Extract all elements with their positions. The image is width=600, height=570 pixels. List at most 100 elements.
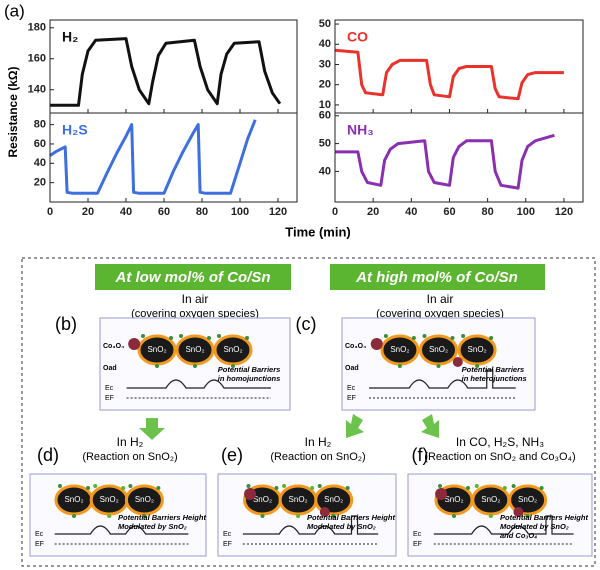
x-tick-label: 20: [367, 206, 379, 218]
oxygen-species: [539, 486, 544, 490]
series-line: [334, 48, 564, 101]
oxygen-species: [331, 514, 336, 518]
panel-subtitle: (Reaction on SnO₂): [270, 451, 365, 463]
panel-subtitle: (covering oxygen species): [131, 308, 259, 320]
oxygen-species: [488, 514, 493, 518]
conduction-band: [126, 379, 271, 389]
co3o4-particle: [370, 338, 383, 350]
particle-label: SnO₂: [135, 495, 154, 504]
plot-frame: [334, 19, 584, 114]
oxygen-species: [217, 334, 221, 338]
oad-label: Oad: [103, 365, 117, 372]
ec-label: Ec: [35, 531, 44, 538]
particle-label: SnO₂: [223, 345, 242, 354]
particle-label: SnO₂: [518, 495, 537, 504]
co3o4-particle: [319, 507, 330, 517]
oxygen-species: [274, 486, 279, 490]
particle-label: SnO₂: [147, 345, 166, 354]
particle-label: SnO₂: [64, 495, 83, 504]
oxygen-species: [107, 514, 112, 518]
oxygen-species: [489, 336, 494, 340]
oxygen-species: [231, 364, 235, 368]
co3o4-label: Co₃O₄: [345, 343, 366, 350]
oad-label: Oad: [345, 365, 359, 372]
banner-bg: [330, 264, 545, 290]
co3o4-particle: [452, 357, 463, 367]
y-tick-label: 40: [319, 38, 331, 50]
oxygen-species: [411, 336, 416, 340]
barrier-note: Potential Barriers Height: [500, 513, 588, 522]
x-tick-label: 0: [332, 206, 338, 218]
panel-label: (b): [55, 314, 77, 334]
co3o4-particle: [244, 488, 257, 500]
plot-frame: [49, 112, 298, 203]
oxygen-species: [245, 336, 249, 340]
series-line: [50, 37, 282, 107]
arrow: [421, 414, 439, 438]
oxygen-species: [474, 484, 479, 488]
x-tick-label: 100: [231, 206, 249, 218]
panel-subtitle: (Reaction on SnO₂ and Co₃O₄): [424, 451, 575, 463]
panel-label: (e): [221, 445, 243, 465]
ef-label: EF: [223, 541, 232, 548]
y-tick-label: 30: [319, 58, 331, 70]
particle-label: SnO₂: [324, 495, 343, 504]
y-tick-label: 80: [34, 119, 46, 131]
barrier-note: Potential Barriers: [462, 365, 525, 374]
ef-label: EF: [35, 541, 44, 548]
x-tick-label: 20: [82, 206, 94, 218]
x-tick-label: 120: [269, 206, 287, 218]
y-tick-label: 180: [28, 22, 46, 34]
y-tick-label: 50: [319, 18, 331, 30]
oxygen-species: [511, 484, 516, 488]
oxygen-species: [438, 484, 442, 488]
banner: At low mol% of Co/Sn: [115, 269, 271, 286]
oxygen-species: [475, 364, 480, 368]
series-label: H₂: [62, 29, 78, 45]
oxygen-species: [246, 484, 251, 488]
series-label: NH₃: [347, 122, 374, 138]
ef-label: EF: [105, 395, 114, 402]
oxygen-species: [383, 334, 388, 338]
co3o4-particle: [435, 488, 448, 500]
oxygen-species: [452, 514, 456, 518]
panel-title: In air: [427, 292, 454, 306]
oxygen-species: [142, 514, 147, 518]
x-tick-label: 40: [405, 206, 417, 218]
panel-label: (f): [412, 445, 429, 465]
y-tick-label: 50: [319, 138, 331, 150]
particle-label: SnO₂: [468, 345, 487, 354]
y-tick-label: 40: [319, 165, 331, 177]
oxygen-species: [207, 336, 211, 340]
oxygen-species: [450, 336, 455, 340]
panel-label: (c): [296, 314, 317, 334]
x-tick-label: 120: [555, 206, 573, 218]
x-tick-label: 80: [196, 206, 208, 218]
panel-label: (a): [4, 1, 25, 20]
conduction-band: [242, 515, 379, 535]
conduction-band: [369, 369, 516, 389]
oxygen-species: [156, 486, 161, 490]
x-tick-label: 60: [443, 206, 455, 218]
panel-label: (d): [37, 445, 59, 465]
particle-label: SnO₂: [444, 495, 463, 504]
co3o4-label: Co₃O₄: [103, 343, 124, 350]
y-tick-label: 20: [319, 79, 331, 91]
panel-title: In CO, H₂S, NH₃: [456, 435, 544, 449]
series-label: H₂S: [62, 122, 88, 138]
ec-label: Ec: [413, 531, 422, 538]
panel-title: In H₂: [117, 435, 144, 449]
barrier-note: Potential Barriers: [218, 365, 281, 374]
oxygen-species: [155, 364, 159, 368]
oxygen-species: [466, 486, 470, 490]
y-tick-label: 60: [34, 138, 46, 150]
barrier-note: in homojunctions: [218, 374, 280, 383]
oxygen-species: [461, 334, 466, 338]
x-tick-label: 100: [517, 206, 535, 218]
oxygen-species: [282, 484, 287, 488]
oxygen-species: [525, 514, 530, 518]
particle-label: SnO₂: [429, 345, 448, 354]
particle-label: SnO₂: [100, 495, 119, 504]
y-axis-label: Resistance (kΩ): [6, 67, 20, 158]
